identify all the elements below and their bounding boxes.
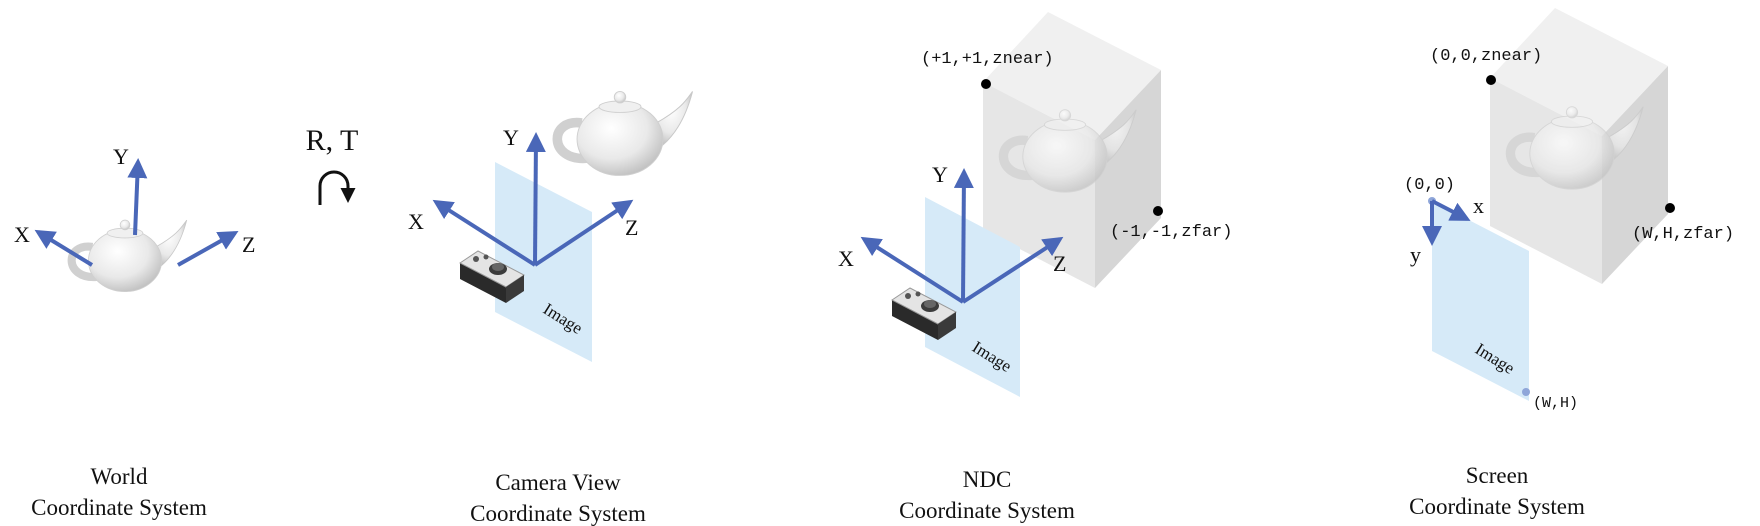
world-y-axis (127, 158, 148, 236)
world-y-label: Y (113, 144, 129, 169)
screen-far-corner-label: (W,H,zfar) (1632, 225, 1734, 244)
camera-z-axis (533, 199, 634, 267)
world-panel: Y X Z World Coordinate System (14, 144, 255, 520)
ndc-x-label: X (838, 246, 854, 271)
ndc-caption-line2: Coordinate System (899, 498, 1075, 523)
transform-marker: R, T (306, 124, 359, 205)
curved-arrow-down-icon (318, 170, 356, 205)
ndc-box-top (983, 12, 1161, 140)
ndc-x-axis (860, 236, 965, 304)
world-caption-line1: World (91, 464, 148, 489)
transform-label: R, T (306, 124, 359, 157)
camera-x-label: X (408, 209, 424, 234)
camera-x-axis (432, 199, 537, 267)
screen-image-plane (1432, 201, 1529, 401)
camera-y-label: Y (503, 125, 519, 150)
screen-x-label: x (1473, 193, 1484, 218)
screen-near-corner-label: (0,0,znear) (1430, 47, 1542, 66)
world-z-axis (177, 231, 239, 267)
screen-panel: (0,0,znear) (W,H,zfar) (0,0) x y Image (… (1404, 8, 1734, 519)
ndc-far-corner-label: (-1,-1,zfar) (1110, 223, 1232, 242)
ndc-box-side (1095, 70, 1161, 288)
camera-image-plane (495, 162, 592, 362)
screen-origin-label: (0,0) (1404, 176, 1455, 195)
ndc-z-axis (961, 236, 1064, 304)
world-caption-line2: Coordinate System (31, 495, 207, 520)
screen-near-corner-point (1486, 75, 1496, 85)
camera-caption-line1: Camera View (495, 470, 621, 495)
screen-caption-line2: Coordinate System (1409, 494, 1585, 519)
screen-caption-line1: Screen (1466, 463, 1529, 488)
ndc-y-axis (953, 168, 974, 303)
ndc-panel: (+1,+1,znear) (-1,-1,zfar) Y X Z Image N… (838, 12, 1232, 523)
screen-y-label: y (1410, 242, 1421, 267)
world-teapot-icon (72, 220, 187, 292)
screen-box-side (1602, 66, 1668, 284)
world-x-label: X (14, 222, 30, 247)
camera-teapot-icon (557, 91, 692, 175)
world-x-axis (34, 229, 94, 267)
ndc-z-label: Z (1053, 251, 1066, 276)
world-z-label: Z (242, 232, 255, 257)
ndc-far-corner-point (1153, 206, 1163, 216)
screen-far-corner-point (1665, 203, 1675, 213)
screen-box-top (1490, 8, 1668, 136)
camera-panel: Y X Z Image Camera View Coordinate Syste… (408, 91, 693, 526)
ndc-y-label: Y (932, 162, 948, 187)
screen-image-corner-label: (W,H) (1533, 395, 1578, 412)
ndc-caption-line1: NDC (963, 467, 1012, 492)
camera-y-axis (525, 132, 546, 266)
screen-x-axis (1431, 199, 1471, 221)
ndc-near-corner-point (981, 79, 991, 89)
camera-z-label: Z (625, 215, 638, 240)
ndc-near-corner-label: (+1,+1,znear) (921, 50, 1054, 69)
screen-image-corner-point (1522, 388, 1530, 396)
camera-caption-line2: Coordinate System (470, 501, 646, 526)
